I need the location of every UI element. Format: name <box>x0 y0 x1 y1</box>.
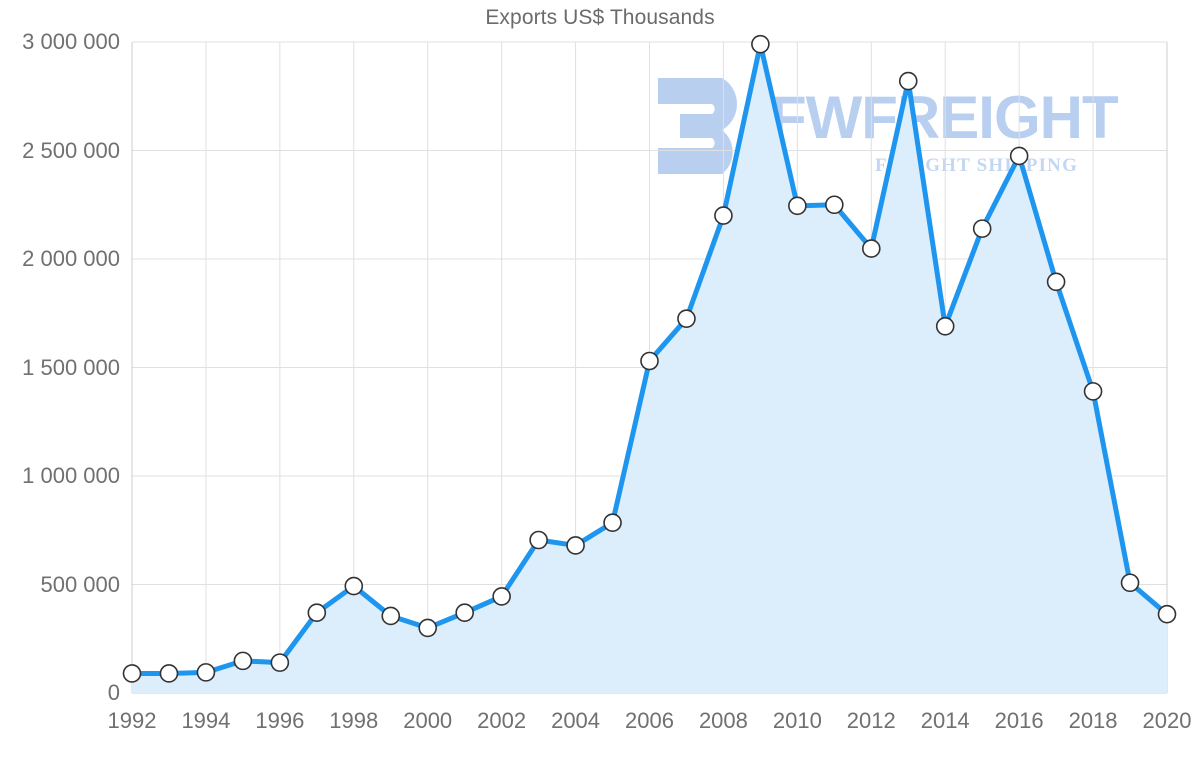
data-point-marker[interactable] <box>381 606 401 626</box>
y-axis-tick-label: 2 500 000 <box>22 137 120 163</box>
x-axis-tick-label: 2008 <box>698 708 748 733</box>
data-point-marker[interactable] <box>159 664 179 683</box>
data-point-marker[interactable] <box>1046 272 1066 292</box>
x-axis-tick-label: 1994 <box>181 708 231 733</box>
data-point-marker[interactable] <box>233 651 253 671</box>
x-axis-tick-label: 2004 <box>551 708 601 733</box>
x-axis-tick-label: 2018 <box>1068 708 1118 733</box>
x-axis-tick-label: 2010 <box>772 708 822 733</box>
x-axis-tick-label: 2006 <box>625 708 674 733</box>
data-point-marker[interactable] <box>972 219 992 238</box>
data-point-marker[interactable] <box>492 587 511 606</box>
data-point-marker[interactable] <box>418 618 438 638</box>
data-point-marker[interactable] <box>861 239 881 258</box>
data-point-marker[interactable] <box>788 196 807 216</box>
data-point-marker[interactable] <box>1120 573 1140 593</box>
y-axis-tick-label: 2 000 000 <box>22 246 120 271</box>
y-axis-tick-label: 0 <box>107 680 120 705</box>
data-point-marker[interactable] <box>751 34 770 54</box>
x-axis-tick-label: 2016 <box>994 708 1044 733</box>
x-axis-tick-label: 1998 <box>329 708 379 733</box>
data-point-marker[interactable] <box>566 536 585 555</box>
data-point-marker[interactable] <box>344 576 364 596</box>
x-axis-tick-label: 2020 <box>1142 708 1192 733</box>
data-point-marker[interactable] <box>529 530 548 550</box>
x-axis-tick-label: 2014 <box>920 708 970 733</box>
data-point-marker[interactable] <box>196 663 216 682</box>
data-point-marker[interactable] <box>935 316 955 336</box>
data-point-marker[interactable] <box>898 71 918 91</box>
chart-title: Exports US$ Thousands <box>485 6 715 29</box>
x-axis-tick-label: 2002 <box>477 708 527 733</box>
data-point-marker[interactable] <box>307 603 327 623</box>
data-point-marker[interactable] <box>122 664 142 683</box>
x-axis-tick-label: 1992 <box>107 708 157 733</box>
y-axis-tick-label: 1 500 000 <box>22 354 120 380</box>
data-point-marker[interactable] <box>455 603 474 623</box>
data-point-marker[interactable] <box>1157 604 1177 624</box>
x-axis-tick-label: 1996 <box>255 708 305 733</box>
x-axis-tick-label: 2000 <box>403 708 453 733</box>
data-point-marker[interactable] <box>603 513 622 532</box>
data-point-marker[interactable] <box>714 206 733 225</box>
x-axis-tick-label: 2012 <box>846 708 896 733</box>
y-axis-tick-label: 3 000 000 <box>22 29 120 54</box>
data-point-marker[interactable] <box>1083 382 1103 401</box>
data-point-marker[interactable] <box>825 195 844 215</box>
data-point-marker[interactable] <box>677 309 696 328</box>
data-point-marker[interactable] <box>1009 146 1029 166</box>
data-point-marker[interactable] <box>640 351 659 371</box>
y-axis-tick-label: 1 000 000 <box>22 463 120 488</box>
data-point-marker[interactable] <box>270 653 290 672</box>
y-axis-tick-label: 500 000 <box>40 571 120 597</box>
